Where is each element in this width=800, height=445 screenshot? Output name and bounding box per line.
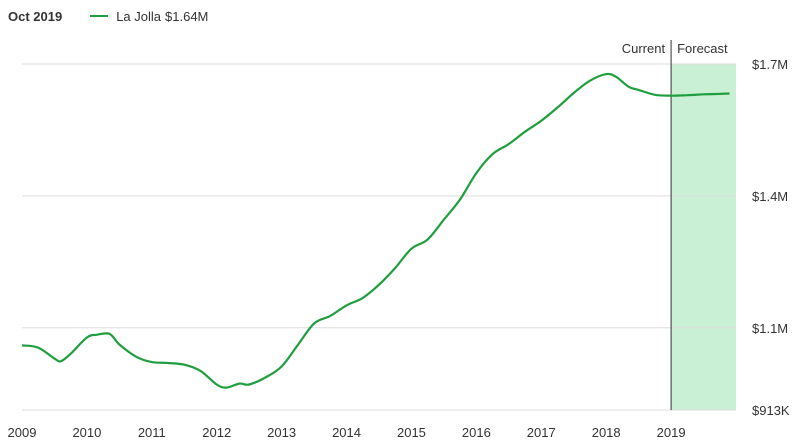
legend: Oct 2019 La Jolla $1.64M	[8, 6, 208, 26]
x-tick-label: 2019	[657, 425, 686, 440]
current-label: Current	[622, 41, 666, 56]
y-tick-label: $1.1M	[752, 321, 788, 336]
legend-date: Oct 2019	[8, 8, 63, 24]
x-tick-label: 2009	[8, 425, 37, 440]
x-tick-label: 2018	[592, 425, 621, 440]
x-tick-label: 2012	[202, 425, 231, 440]
x-tick-label: 2014	[332, 425, 361, 440]
y-tick-label: $1.7M	[752, 57, 788, 72]
forecast-label: Forecast	[677, 41, 728, 56]
x-tick-label: 2010	[72, 425, 101, 440]
y-tick-labels: $1.7M $1.4M $1.1M $913K	[752, 57, 790, 418]
x-tick-label: 2016	[462, 425, 491, 440]
series-line	[21, 72, 730, 389]
x-tick-label: 2013	[267, 425, 296, 440]
series-group	[21, 72, 730, 389]
x-tick-label: 2015	[397, 425, 426, 440]
forecast-region	[671, 64, 736, 410]
x-tick-label: 2017	[527, 425, 556, 440]
y-tick-label: $1.4M	[752, 189, 788, 204]
legend-line-swatch	[90, 15, 109, 17]
legend-series-value: $1.64M	[165, 8, 209, 24]
y-tick-label: $913K	[752, 403, 790, 418]
gridlines	[22, 63, 736, 411]
x-tick-labels: 2009 2010 2011 2012 2013 2014 2015 2016 2017 2018…	[8, 425, 686, 440]
legend-series-name: La Jolla	[116, 8, 162, 24]
x-tick-label: 2011	[138, 425, 166, 440]
